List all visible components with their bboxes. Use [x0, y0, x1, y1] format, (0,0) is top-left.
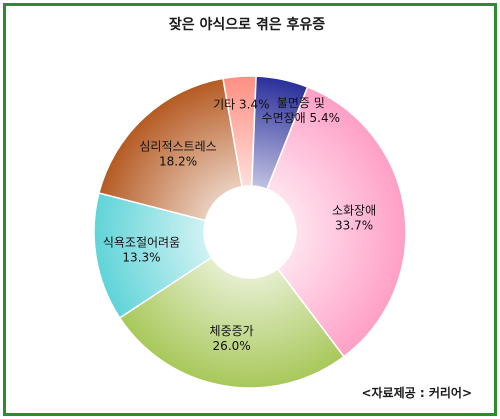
chart-title: 잦은 야식으로 겪은 후유증: [168, 17, 326, 33]
slice-label-1-line-1: 기타 3.4%: [213, 97, 269, 111]
slice-label-5-line-1: 식욕조절어려움: [103, 236, 180, 250]
slice-label-2-line-1: 불면증 및: [277, 96, 325, 110]
slice-label-4-line-2: 26.0%: [213, 339, 251, 353]
slice-label-4-line-1: 체중증가: [210, 324, 254, 338]
slice-label-6-line-1: 심리적스트레스: [139, 140, 216, 154]
slice-label-6-line-2: 18.2%: [159, 155, 197, 169]
slice-label-5-line-2: 13.3%: [122, 251, 160, 265]
donut-hole: [204, 186, 296, 278]
slice-label-3-line-2: 33.7%: [335, 219, 373, 233]
source-note: <자료제공 : 커리어>: [361, 386, 472, 400]
slice-label-2-line-2: 수면장애 5.4%: [262, 111, 340, 125]
slice-label-3-line-1: 소화장애: [332, 204, 376, 218]
